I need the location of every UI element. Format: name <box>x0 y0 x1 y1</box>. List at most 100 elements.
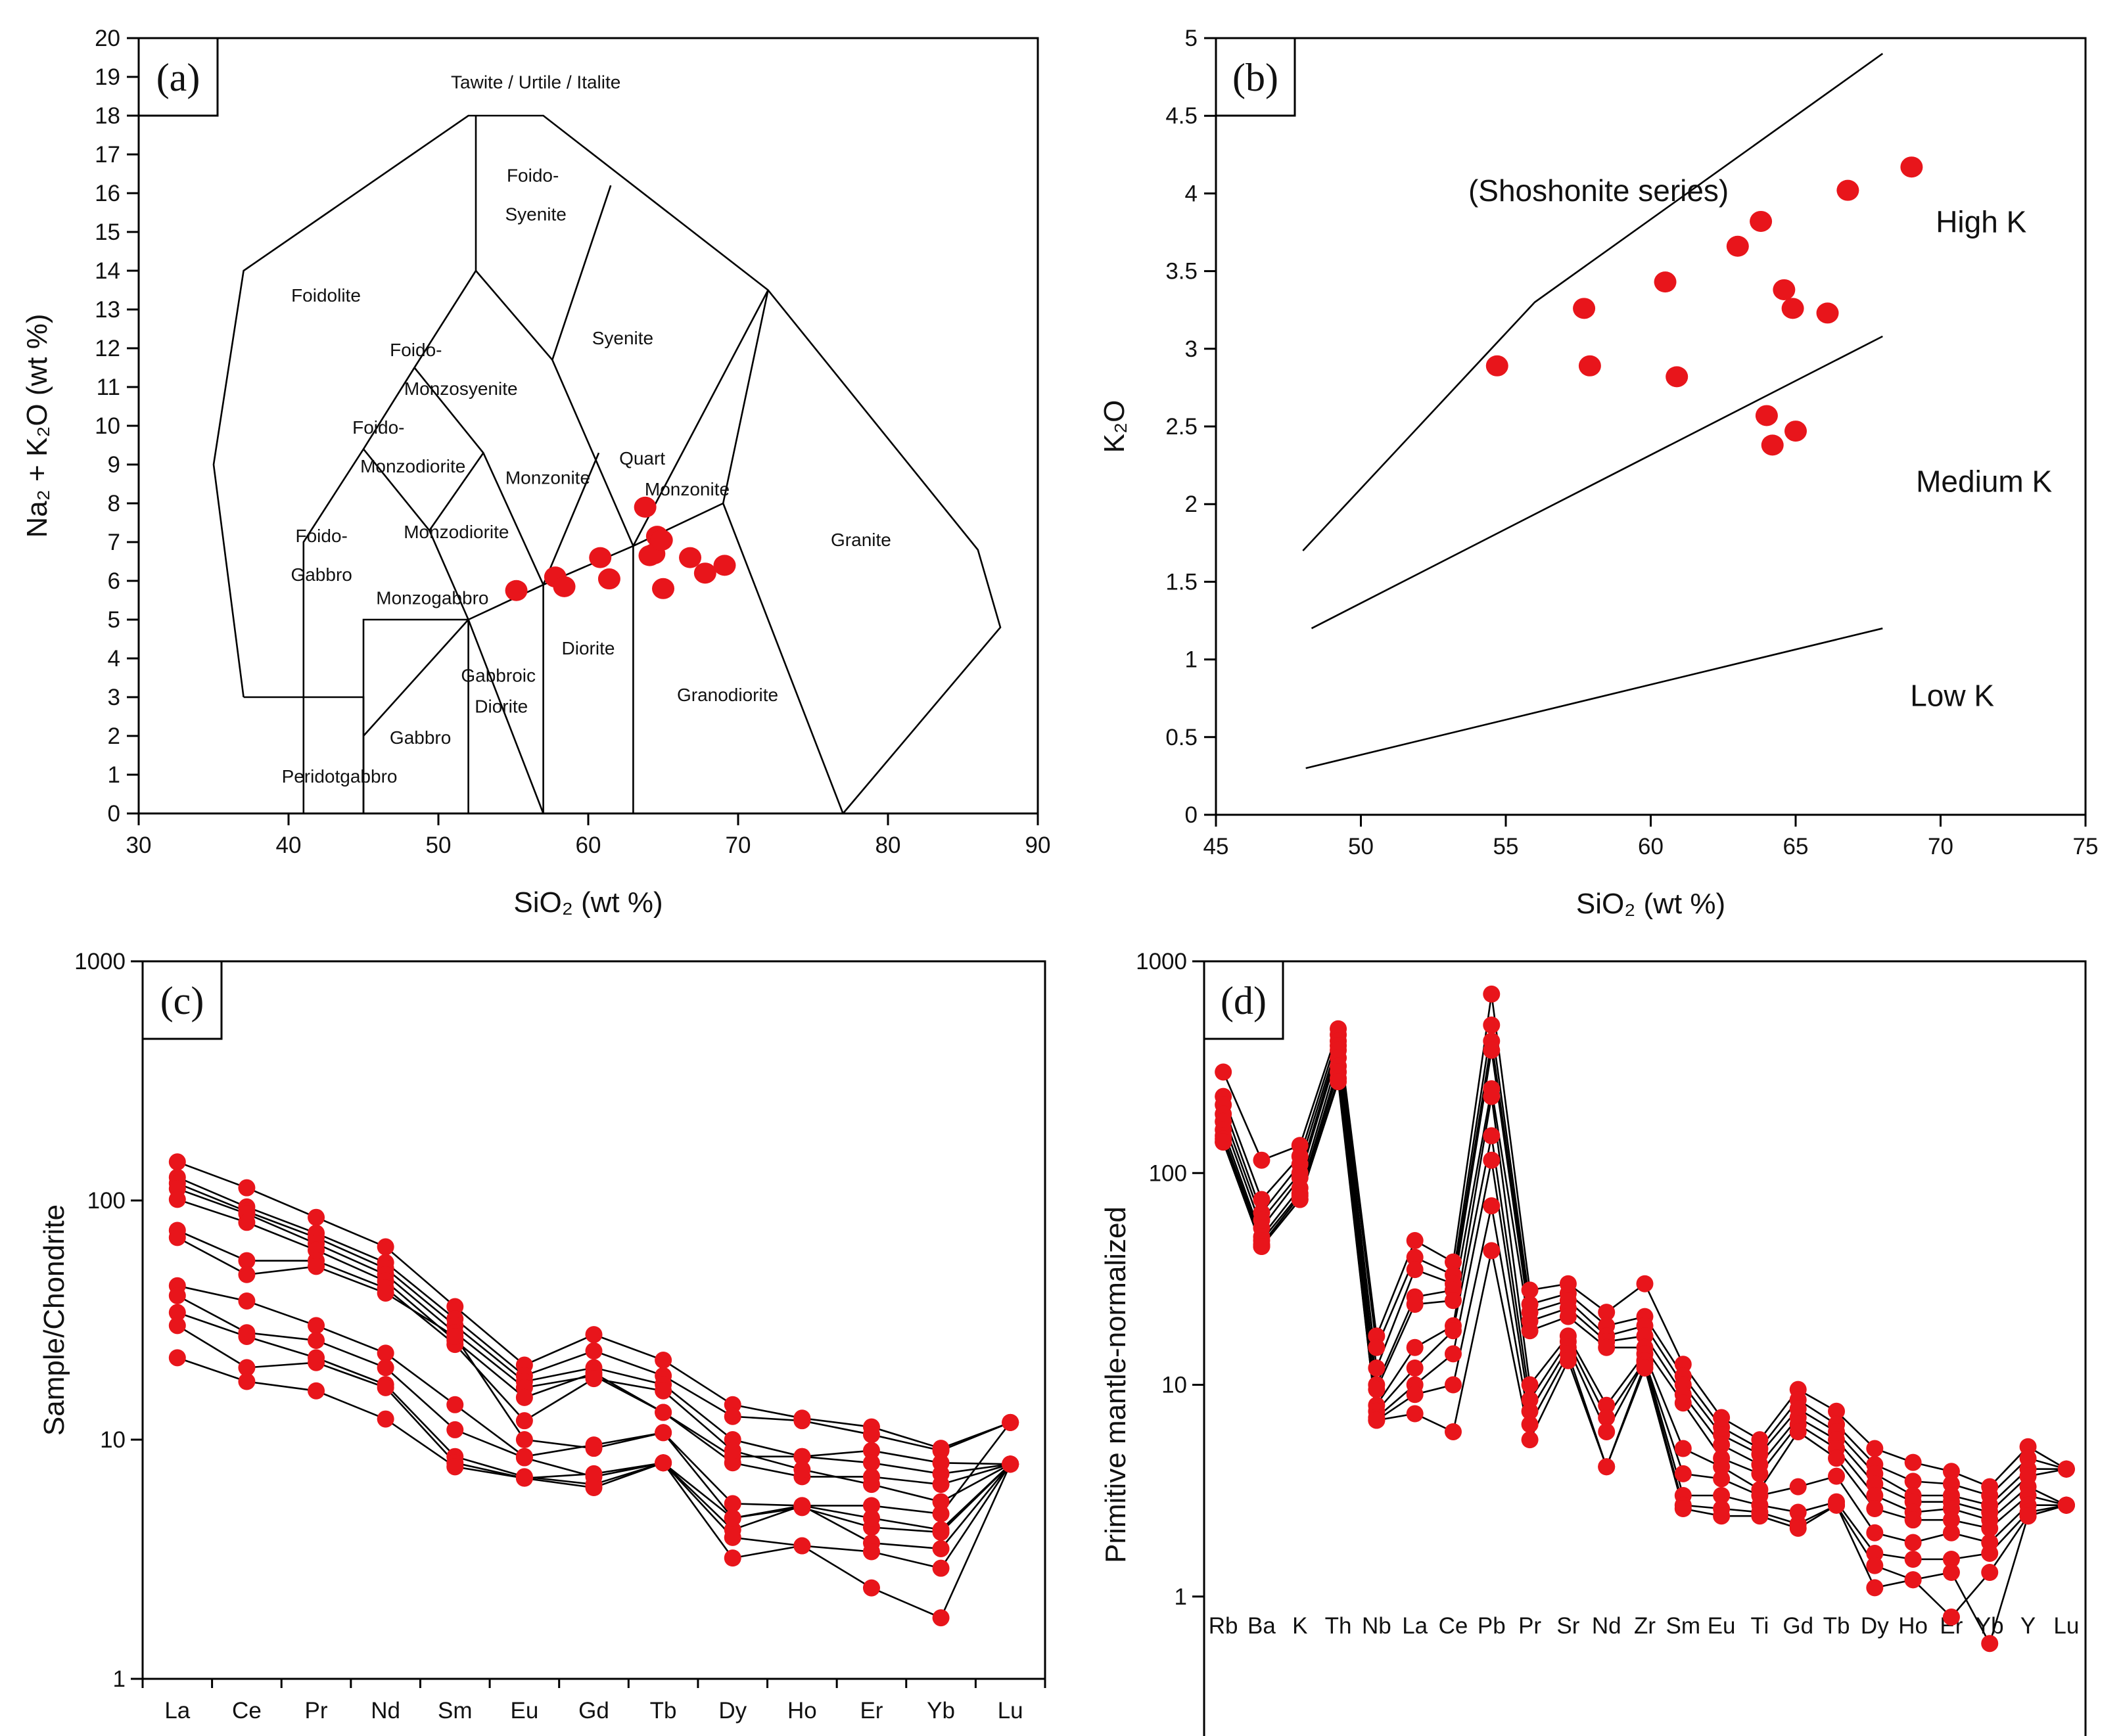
data-point <box>1866 1500 1884 1518</box>
data-point <box>377 1359 394 1377</box>
data-point <box>308 1258 325 1275</box>
data-point <box>1406 1338 1424 1356</box>
field-label: Foidolite <box>291 285 361 306</box>
data-point <box>1866 1486 1884 1504</box>
y-tick-label: 1000 <box>1136 949 1187 974</box>
data-point <box>1521 1376 1539 1394</box>
x-tick-label: 65 <box>1783 834 1809 859</box>
data-point <box>1521 1402 1539 1420</box>
panel-label: (d) <box>1221 979 1267 1022</box>
x-tick-label: 70 <box>1928 834 1953 859</box>
y-tick-label: 7 <box>108 530 120 555</box>
data-point <box>1406 1248 1424 1266</box>
field-boundary <box>362 618 544 814</box>
panel-b-k2o-diagram: 45 50 55 60 65 70 75 0 0.5 1 1.5 2 2.5 3 3.5 4 4.5 5 (Shos… <box>1098 26 2098 920</box>
data-point <box>793 1537 811 1555</box>
data-point <box>1784 421 1807 442</box>
category-label: Yb <box>927 1698 955 1724</box>
field-label: Tawite / Urtile / Italite <box>451 72 620 93</box>
x-tick-label: 50 <box>1348 834 1374 859</box>
data-point <box>1674 1465 1692 1482</box>
category-label: Sm <box>438 1698 473 1724</box>
data-point <box>1215 1133 1232 1151</box>
y-tick-label: 100 <box>1149 1160 1187 1186</box>
data-point <box>585 1370 603 1388</box>
data-point <box>1942 1608 1960 1626</box>
data-point <box>505 580 528 601</box>
data-point <box>1598 1338 1616 1356</box>
category-label: La <box>1402 1613 1428 1639</box>
field-boundary <box>1305 628 1883 769</box>
data-point <box>1761 434 1784 456</box>
field-label: Gabbro <box>390 727 451 748</box>
data-point <box>1444 1423 1462 1440</box>
data-point <box>515 1412 533 1430</box>
data-point <box>1406 1261 1424 1279</box>
data-point <box>1713 1458 1731 1476</box>
y-tick-label: 2 <box>108 723 120 749</box>
data-point <box>1751 1507 1769 1525</box>
x-tick-label: 50 <box>426 833 452 858</box>
field-label: Foido- <box>352 417 404 438</box>
data-point <box>446 1396 464 1413</box>
data-point <box>1789 1503 1807 1521</box>
data-point <box>1598 1409 1616 1427</box>
data-point <box>238 1252 256 1269</box>
category-label: K <box>1292 1613 1307 1639</box>
data-point <box>655 1382 672 1400</box>
data-point <box>589 547 612 568</box>
y-tick-label: 3 <box>108 685 120 710</box>
category-label: Ce <box>1439 1613 1468 1639</box>
data-point <box>793 1497 811 1515</box>
data-point <box>515 1388 533 1406</box>
data-point <box>652 578 674 599</box>
field-boundary <box>212 114 1002 814</box>
y-tick-label: 1.5 <box>1165 569 1198 595</box>
data-point <box>1444 1253 1462 1271</box>
category-label: Er <box>860 1698 883 1724</box>
y-tick-label: 1000 <box>74 949 126 974</box>
data-point <box>932 1609 950 1627</box>
y-axis-label: K₂O <box>1098 400 1130 453</box>
data-point <box>1816 302 1839 324</box>
y-tick-label: 0 <box>108 801 120 827</box>
field-boundary <box>632 289 769 547</box>
series-line <box>177 1176 1011 1452</box>
y-tick-label: 1 <box>1175 1584 1187 1610</box>
data-point <box>932 1521 950 1539</box>
data-point <box>2057 1496 2075 1514</box>
data-point <box>1713 1507 1731 1525</box>
field-boundary <box>542 452 600 585</box>
data-point <box>724 1442 741 1459</box>
data-point <box>724 1495 741 1513</box>
data-point <box>793 1461 811 1478</box>
x-tick-label: 55 <box>1493 834 1519 859</box>
data-point <box>515 1469 533 1487</box>
y-axis-label: Primitive mantle-normalized <box>1100 1206 1132 1563</box>
data-point <box>1444 1322 1462 1340</box>
field-label: Gabbroic <box>461 665 536 685</box>
data-point <box>168 1153 186 1171</box>
panel-label-box <box>137 37 219 117</box>
y-tick-label: 3 <box>1185 336 1198 362</box>
series-line <box>177 1161 1011 1450</box>
field-label: Monzodiorite <box>360 456 465 476</box>
x-axis-label: SiO₂ (wt %) <box>513 886 663 919</box>
data-point <box>1368 1381 1386 1398</box>
data-point <box>655 1351 672 1369</box>
field-boundary <box>413 367 544 813</box>
field-label: Quart <box>619 448 665 468</box>
data-point <box>1942 1524 1960 1542</box>
data-point <box>1406 1405 1424 1423</box>
series-line <box>177 1182 1011 1465</box>
data-point <box>1598 1304 1616 1321</box>
data-point <box>932 1493 950 1511</box>
y-tick-label: 0.5 <box>1165 725 1198 750</box>
field-label: Monzonite <box>505 468 590 488</box>
data-point <box>238 1359 256 1377</box>
data-point <box>377 1238 394 1256</box>
category-label: Sr <box>1556 1613 1579 1639</box>
data-point <box>1942 1551 1960 1568</box>
data-point <box>1836 179 1859 201</box>
data-point <box>862 1426 880 1444</box>
